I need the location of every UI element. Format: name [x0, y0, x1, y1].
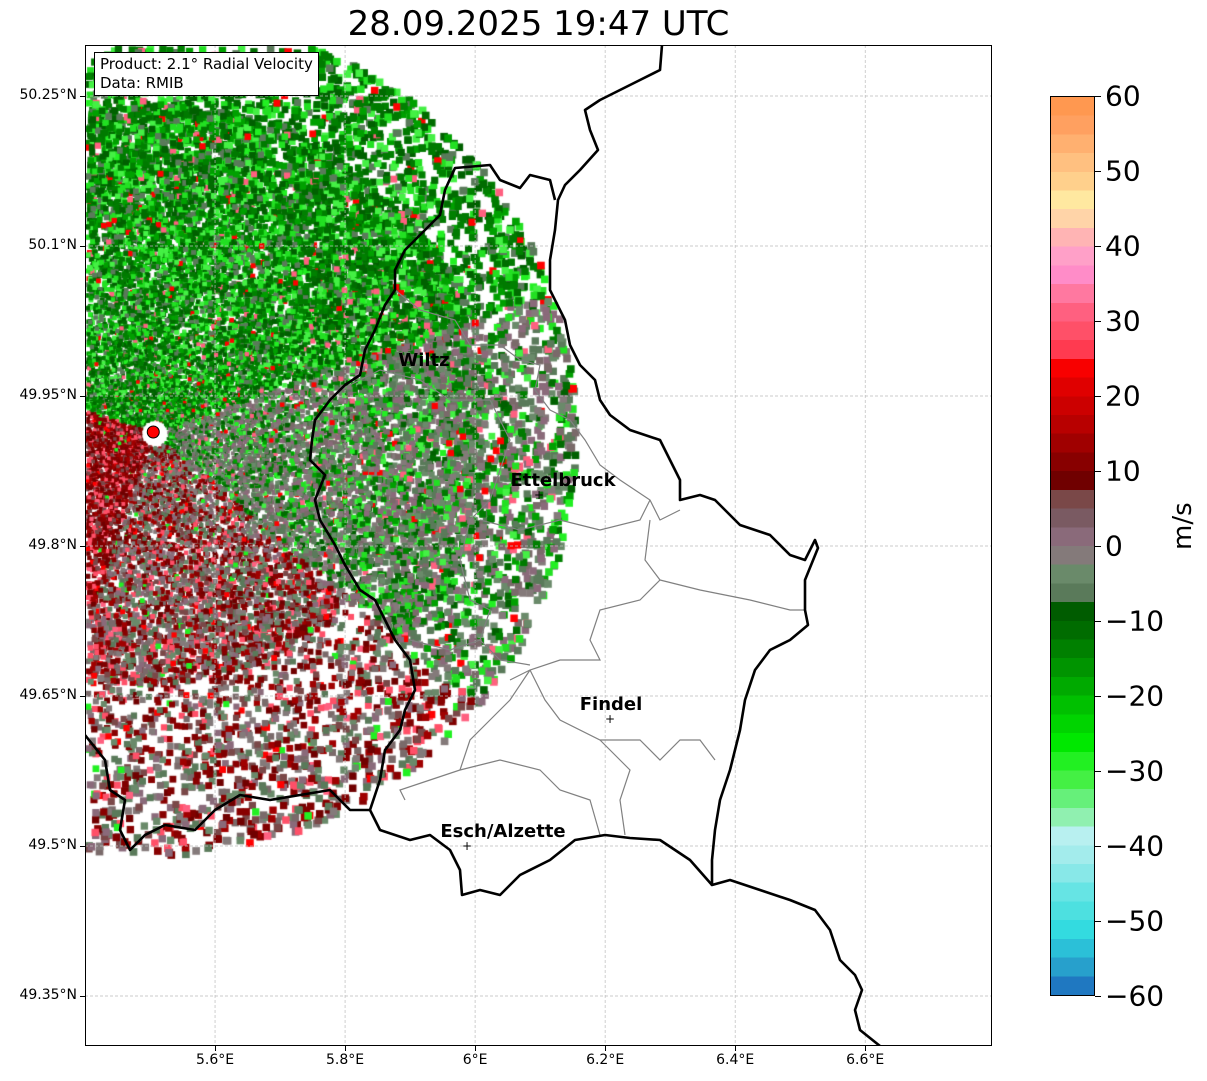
country-borders	[85, 45, 881, 1046]
lon-tick	[605, 1046, 607, 1051]
radar-site-marker	[146, 425, 160, 439]
colorbar-tick	[1095, 321, 1101, 322]
canton-borders	[339, 289, 805, 836]
map-title: 28.09.2025 19:47 UTC	[347, 4, 730, 44]
city-marker-ettelbruck: +	[534, 488, 545, 502]
colorbar-tick	[1095, 96, 1101, 97]
colorbar-tick	[1095, 396, 1101, 397]
map-area[interactable]	[85, 45, 992, 1046]
lat-tick	[80, 996, 85, 997]
colorbar-tick-label: 50	[1105, 154, 1141, 188]
lat-tick	[80, 846, 85, 847]
lat-tick-label: 49.35°N	[19, 987, 77, 1003]
lon-tick-label: 6.6°E	[846, 1052, 885, 1068]
city-label-wiltz: Wiltz	[398, 350, 450, 371]
colorbar-tick-label: 60	[1105, 79, 1141, 113]
colorbar-tick-label: −20	[1105, 679, 1165, 713]
colorbar-tick-label: 30	[1105, 304, 1141, 338]
colorbar-tick	[1095, 696, 1101, 697]
product-label: Product: 2.1° Radial Velocity	[100, 55, 313, 73]
colorbar-tick	[1095, 921, 1101, 922]
city-label-esch-alzette: Esch/Alzette	[440, 821, 566, 842]
colorbar-tick	[1095, 546, 1101, 547]
lon-tick-label: 6°E	[462, 1052, 488, 1068]
city-label-ettelbruck: Ettelbruck	[510, 470, 616, 491]
lat-tick	[80, 246, 85, 247]
colorbar-unit: m/s	[1168, 502, 1198, 550]
lat-tick-label: 49.5°N	[28, 837, 77, 853]
gridlines	[85, 45, 992, 1046]
lon-tick-label: 5.8°E	[326, 1052, 365, 1068]
product-legend: Product: 2.1° Radial Velocity Data: RMIB	[94, 52, 319, 96]
colorbar-tick-label: 0	[1105, 529, 1123, 563]
lat-tick-label: 50.25°N	[19, 87, 77, 103]
lat-tick	[80, 696, 85, 697]
colorbar-tick-label: −40	[1105, 829, 1165, 863]
lat-tick-label: 49.95°N	[19, 387, 77, 403]
colorbar-tick-label: −50	[1105, 904, 1165, 938]
lon-tick-label: 6.2°E	[586, 1052, 625, 1068]
colorbar-tick	[1095, 621, 1101, 622]
lon-tick	[865, 1046, 867, 1051]
lon-tick-label: 6.4°E	[716, 1052, 755, 1068]
lon-tick	[345, 1046, 347, 1051]
lat-tick-label: 49.8°N	[28, 537, 77, 553]
colorbar-tick	[1095, 771, 1101, 772]
colorbar-tick	[1095, 246, 1101, 247]
colorbar-tick-label: 40	[1105, 229, 1141, 263]
city-marker-findel: +	[605, 712, 616, 726]
colorbar	[1050, 96, 1095, 996]
colorbar-tick-label: −60	[1105, 979, 1165, 1013]
colorbar-tick-label: −30	[1105, 754, 1165, 788]
colorbar-tick-label: 10	[1105, 454, 1141, 488]
colorbar-tick-label: 20	[1105, 379, 1141, 413]
city-marker-esch-alzette: +	[462, 839, 473, 853]
lat-tick	[80, 396, 85, 397]
colorbar-tick	[1095, 171, 1101, 172]
colorbar-tick	[1095, 996, 1101, 997]
colorbar-tick-label: −10	[1105, 604, 1165, 638]
radar-velocity-layer	[85, 45, 992, 1046]
colorbar-tick	[1095, 846, 1101, 847]
lon-tick	[215, 1046, 217, 1051]
map-overlay	[85, 45, 992, 1046]
lon-tick-label: 5.6°E	[195, 1052, 235, 1068]
colorbar-tick	[1095, 471, 1101, 472]
data-source-label: Data: RMIB	[100, 74, 184, 92]
lat-tick-label: 49.65°N	[19, 687, 77, 703]
lon-tick	[735, 1046, 737, 1051]
lat-tick	[80, 546, 85, 547]
lat-tick-label: 50.1°N	[28, 237, 77, 253]
lat-tick	[80, 96, 85, 97]
lon-tick	[475, 1046, 477, 1051]
city-label-findel: Findel	[579, 694, 643, 715]
